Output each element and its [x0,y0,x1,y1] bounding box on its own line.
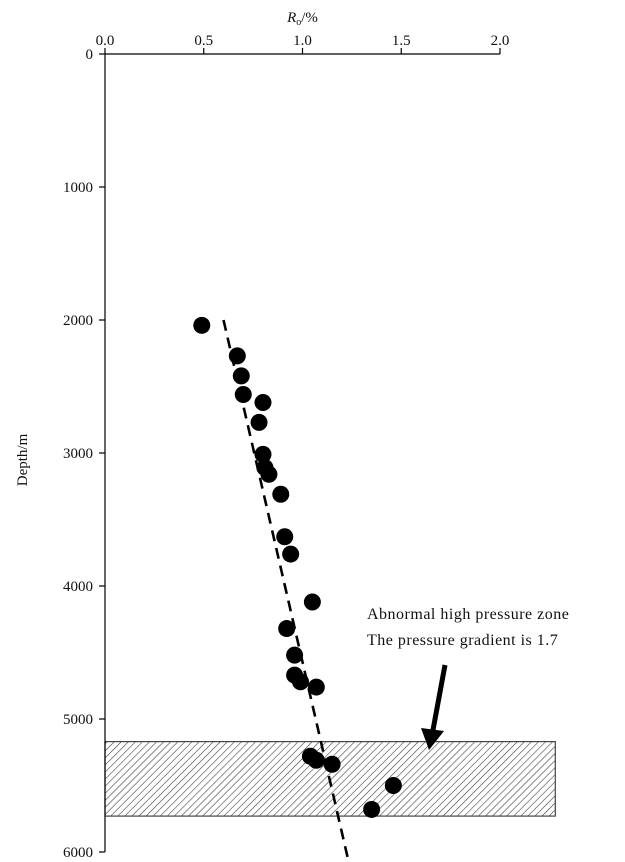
annotation-arrow-shaft [430,664,448,731]
x-tick-label: 0.0 [96,33,115,49]
y-tick-label: 4000 [63,579,93,595]
data-point [292,673,310,691]
data-point [234,385,252,403]
data-point [286,646,304,664]
x-axis-label-sub: o [296,17,301,28]
data-point [254,393,272,411]
data-point [193,316,211,334]
y-tick-label: 0 [86,47,94,63]
x-axis-label: Ro/% [286,10,318,28]
data-points [193,316,402,818]
x-tick-label: 1.5 [392,33,411,49]
y-axis-label: Depth/m [15,433,31,486]
y-tick-label: 2000 [63,313,93,329]
data-point [363,800,381,818]
data-point [232,367,250,385]
x-tick-label: 0.5 [194,33,213,49]
y-tick-label: 6000 [63,845,93,861]
data-point [323,755,341,773]
y-tick-label: 5000 [63,712,93,728]
data-point [276,528,294,546]
y-tick-label: 1000 [63,180,93,196]
data-point [384,777,402,794]
x-tick-label: 1.0 [293,33,312,49]
data-point [282,545,300,563]
x-axis-label-main: R [286,10,296,26]
x-axis-label-unit: /% [301,10,318,26]
annotation-arrow [421,664,448,750]
data-point [250,413,268,431]
data-point [254,445,272,463]
x-tick-label: 2.0 [491,33,510,49]
y-tick-label: 3000 [63,446,93,462]
data-point [278,620,296,638]
y-axis-ticks: 0 1000 2000 3000 4000 5000 6000 [63,47,105,861]
annotation-arrow-head [421,728,444,750]
data-point [272,485,290,503]
x-axis-ticks: 0.0 0.5 1.0 1.5 2.0 [96,33,510,54]
data-point [260,465,278,483]
zone-annotation-line-1: Abnormal high pressure zone [367,606,569,623]
zone-annotation-line-2: The pressure gradient is 1.7 [367,632,558,649]
data-point [303,593,321,611]
data-point [307,678,325,696]
data-point [307,751,325,769]
data-point [228,347,246,365]
